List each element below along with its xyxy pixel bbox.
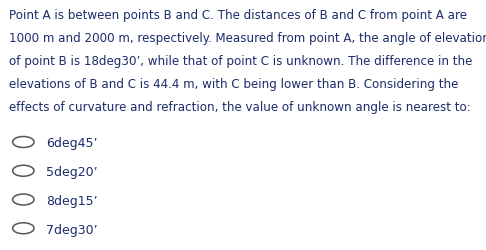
Text: 7deg30’: 7deg30’ — [46, 224, 98, 237]
Text: elevations of B and C is 44.4 m, with C being lower than B. Considering the: elevations of B and C is 44.4 m, with C … — [9, 78, 458, 91]
Text: 6deg45’: 6deg45’ — [46, 138, 98, 150]
Text: 1000 m and 2000 m, respectively. Measured from point A, the angle of elevation: 1000 m and 2000 m, respectively. Measure… — [9, 32, 486, 45]
Text: Point A is between points B and C. The distances of B and C from point A are: Point A is between points B and C. The d… — [9, 9, 467, 22]
Text: effects of curvature and refraction, the value of unknown angle is nearest to:: effects of curvature and refraction, the… — [9, 101, 470, 114]
Text: 8deg15’: 8deg15’ — [46, 195, 98, 208]
Text: 5deg20’: 5deg20’ — [46, 166, 98, 179]
Text: of point B is 18deg30’, while that of point C is unknown. The difference in the: of point B is 18deg30’, while that of po… — [9, 55, 472, 68]
